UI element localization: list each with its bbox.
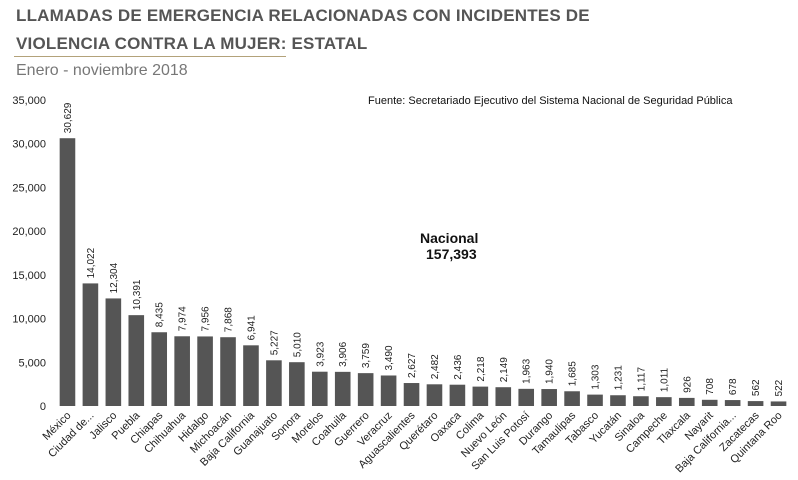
y-tick-label: 15,000 [12, 270, 46, 282]
bar [197, 336, 213, 406]
y-tick-label: 0 [40, 401, 46, 413]
bar [770, 401, 787, 406]
value-label: 1,011 [659, 367, 670, 392]
y-tick-label: 35,000 [12, 95, 46, 107]
bar [633, 396, 649, 406]
bar [311, 371, 328, 406]
value-label: 3,490 [384, 345, 395, 370]
chart-title-line-1: LLAMADAS DE EMERGENCIA RELACIONADAS CON … [16, 6, 590, 25]
value-label: 3,923 [315, 341, 326, 366]
value-label: 1,685 [568, 361, 579, 386]
value-label: 3,906 [338, 341, 349, 366]
bar [610, 395, 626, 406]
national-total-label: Nacional [420, 230, 479, 246]
value-label: 3,759 [361, 343, 372, 368]
value-label: 522 [774, 379, 785, 396]
bar [541, 389, 557, 406]
y-tick-label: 10,000 [12, 314, 46, 326]
bar [678, 397, 695, 406]
bar [656, 397, 672, 406]
bar [82, 283, 99, 406]
value-label: 2,436 [453, 354, 464, 379]
value-label: 678 [728, 378, 739, 395]
value-label: 2,482 [430, 354, 441, 379]
y-tick-label: 30,000 [12, 139, 46, 151]
bar [243, 345, 259, 406]
y-tick-label: 20,000 [12, 226, 46, 238]
value-label: 2,149 [499, 357, 510, 382]
bar [380, 375, 397, 406]
value-label: 1,963 [522, 358, 533, 383]
bar [495, 387, 512, 406]
bar [747, 401, 764, 406]
value-label: 2,218 [476, 356, 487, 381]
value-label: 1,303 [591, 364, 602, 389]
value-label: 708 [705, 378, 716, 395]
value-label: 8,435 [155, 302, 166, 327]
value-label: 14,022 [86, 247, 97, 278]
y-tick-label: 25,000 [12, 182, 46, 194]
value-labels-group: 30,629 14,022 12,304 10,391 8,435 7,974 7,956 7… [63, 102, 785, 396]
title-underline [14, 56, 286, 57]
national-total-value: 157,393 [426, 246, 477, 262]
value-label: 7,974 [178, 306, 189, 331]
bar [564, 391, 580, 406]
bar [220, 337, 236, 406]
value-label: 7,868 [224, 307, 235, 332]
y-tick-label: 5,000 [18, 357, 46, 369]
value-label: 2,627 [407, 353, 418, 378]
bar [449, 384, 466, 406]
bar [724, 400, 741, 406]
chart-title-line-2: VIOLENCIA CONTRA LA MUJER: ESTATAL [16, 34, 368, 53]
bar [518, 388, 535, 406]
value-label: 1,117 [636, 367, 647, 392]
bar [701, 399, 718, 406]
bar [334, 371, 351, 406]
bar [105, 298, 122, 406]
chart-subtitle: Enero - noviembre 2018 [16, 62, 188, 79]
value-label: 7,956 [201, 306, 212, 331]
bar [59, 138, 76, 406]
value-label: 12,304 [109, 262, 120, 293]
bar [174, 336, 190, 406]
bar [289, 362, 305, 406]
bar [403, 383, 420, 406]
value-label: 6,941 [246, 315, 257, 340]
bar [426, 384, 443, 406]
value-label: 5,227 [269, 330, 280, 355]
bar [266, 360, 282, 406]
bar [472, 386, 489, 406]
y-axis: 0 5,000 10,000 15,000 20,000 25,000 30,000 35,0… [12, 95, 46, 413]
value-label: 1,231 [613, 365, 624, 390]
bars-group [59, 138, 787, 406]
value-label: 562 [751, 379, 762, 396]
value-label: 5,010 [292, 332, 303, 357]
value-label: 30,629 [63, 102, 74, 133]
bar [128, 315, 145, 406]
value-label: 926 [682, 376, 693, 393]
bar [587, 394, 603, 406]
bar [357, 373, 374, 406]
value-label: 1,940 [545, 359, 556, 384]
value-label: 10,391 [132, 279, 143, 310]
source-note: Fuente: Secretariado Ejecutivo del Siste… [368, 95, 733, 107]
bar [151, 332, 168, 406]
